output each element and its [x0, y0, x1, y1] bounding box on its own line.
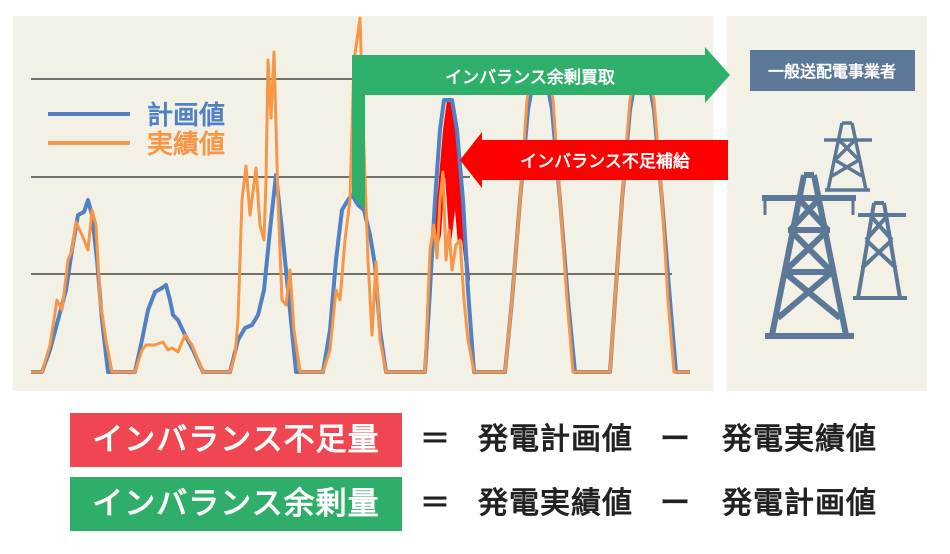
surplus-arrow: インバランス余剰買取: [352, 47, 730, 210]
legend: 計画値 実績値: [48, 100, 225, 160]
minus-sign: ー: [660, 486, 690, 521]
planned-value-term: 発電計画値: [478, 422, 633, 457]
planned-value-term: 発電計画値: [722, 486, 877, 521]
shortage-arrow: インバランス不足補給: [460, 132, 728, 188]
surplus-amount-label: インバランス余剰量: [70, 477, 402, 531]
actual-value-term: 発電実績値: [722, 422, 877, 457]
equals-sign: ＝: [420, 422, 450, 457]
shortage-amount-label: インバランス不足量: [70, 413, 402, 467]
operator-label: 一般送配電事業者: [750, 50, 915, 91]
legend-actual-label: 実績値: [147, 129, 225, 160]
equals-sign: ＝: [420, 486, 450, 521]
operator-label-text: 一般送配電事業者: [768, 62, 896, 81]
shortage-arrow-label: インバランス不足補給: [520, 151, 691, 172]
actual-value-term: 発電実績値: [478, 486, 633, 521]
minus-sign: ー: [660, 422, 690, 457]
legend-plan-label: 計画値: [147, 100, 225, 131]
surplus-arrow-label: インバランス余剰買取: [445, 67, 615, 88]
power-tower-icon: [762, 121, 907, 339]
surplus-equation: インバランス余剰量 ＝ 発電実績値 ー 発電計画値: [0, 477, 950, 531]
shortage-equation: インバランス不足量 ＝ 発電計画値 ー 発電実績値: [0, 413, 950, 467]
